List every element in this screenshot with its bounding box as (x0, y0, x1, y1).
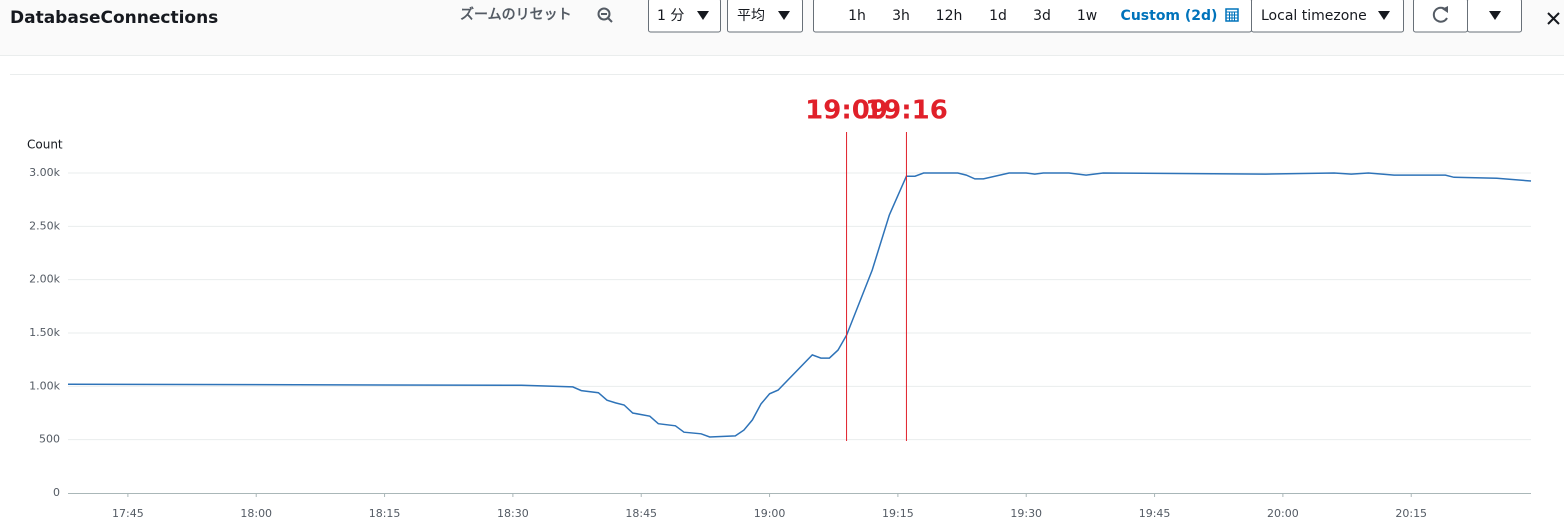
dropdown-box (648, 0, 721, 33)
timezone-dropdown[interactable]: Local timezone (1251, 0, 1404, 33)
custom-range[interactable]: Custom (2d) (1121, 8, 1239, 24)
period-dropdown[interactable]: 1 分 (648, 0, 721, 33)
timezone-label: Local timezone (1261, 8, 1367, 24)
x-tick-label: 19:30 (1010, 507, 1042, 520)
reset-zoom-label: ズームのリセット (460, 6, 572, 23)
widget-title: DatabaseConnections (10, 8, 218, 28)
statistic-dropdown[interactable]: 平均 (727, 0, 803, 33)
reset-zoom[interactable]: ズームのリセット (460, 6, 613, 23)
caret (1378, 11, 1390, 20)
dropdown-box (1251, 0, 1404, 33)
custom-range-label: Custom (2d) (1121, 8, 1218, 24)
x-tick-label: 19:15 (882, 507, 914, 520)
refresh-icon (1442, 6, 1448, 13)
caret (697, 11, 709, 20)
y-tick-label: 1.00k (29, 379, 60, 392)
x-tick-label: 20:00 (1267, 507, 1299, 520)
y-tick-label: 2.50k (29, 219, 60, 232)
x-tick-label: 19:00 (754, 507, 786, 520)
range-button[interactable]: 3d (1033, 8, 1051, 24)
statistic-label: 平均 (737, 8, 765, 24)
refresh-options[interactable] (1467, 0, 1522, 33)
y-tick-label: 0 (53, 486, 60, 499)
calendar-icon (1226, 11, 1238, 21)
data-line (67, 172, 1532, 438)
range-button[interactable]: 1w (1077, 8, 1097, 24)
caret (1489, 11, 1501, 20)
x-tick-label: 19:45 (1139, 507, 1171, 520)
x-tick-label: 18:45 (625, 507, 657, 520)
zoom-icon (607, 17, 613, 23)
refresh-icon (1432, 6, 1448, 23)
y-axis-label: Count (27, 138, 63, 152)
close-button[interactable] (1547, 12, 1560, 25)
x-tick-label: 18:15 (369, 507, 401, 520)
x-tick-label: 18:30 (497, 507, 529, 520)
range-button[interactable]: 1d (989, 8, 1007, 24)
y-tick-label: 3.00k (29, 166, 60, 179)
range-button[interactable]: 12h (936, 8, 963, 24)
close-icon (1547, 12, 1560, 25)
x-tick-label: 18:00 (240, 507, 272, 520)
annotation-label: 19:09 (805, 96, 888, 126)
period-label: 1 分 (657, 8, 684, 24)
y-tick-label: 1.50k (29, 326, 60, 339)
annotation-label: 19:16 (865, 96, 948, 126)
x-tick-label: 20:15 (1395, 507, 1427, 520)
button-box (1413, 0, 1468, 33)
range-button[interactable]: 1h (848, 8, 866, 24)
x-tick-label: 17:45 (112, 507, 144, 520)
zoom-icon (597, 7, 611, 21)
range-button[interactable]: 3h (892, 8, 910, 24)
refresh-button[interactable] (1413, 0, 1468, 33)
y-tick-label: 2.00k (29, 273, 60, 286)
y-tick-label: 500 (39, 433, 60, 446)
caret (778, 11, 790, 20)
dropdown-box (727, 0, 803, 33)
